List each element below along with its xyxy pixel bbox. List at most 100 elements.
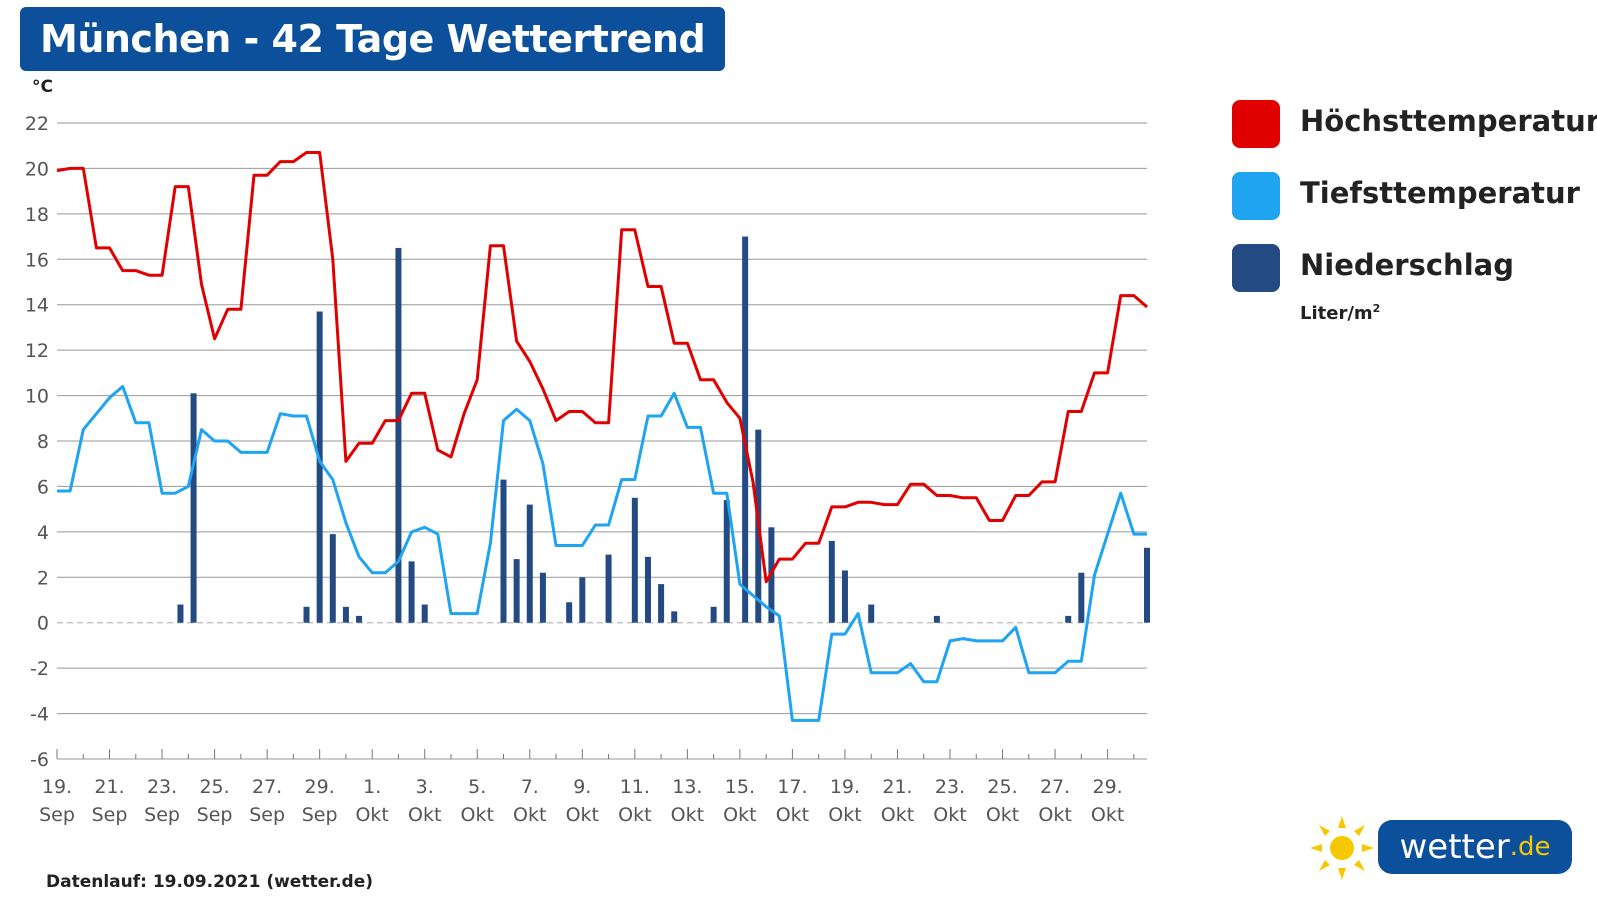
wetter-de-logo[interactable]: wetter .de xyxy=(1310,812,1590,886)
precipitation-bar xyxy=(566,602,573,623)
legend-label-min-temp: Tiefsttemperatur xyxy=(1300,176,1580,210)
x-tick-label-month: Sep xyxy=(197,804,233,826)
x-tick-label-day: 23. xyxy=(935,776,965,798)
precipitation-bar xyxy=(526,504,533,623)
y-tick-label: 6 xyxy=(37,476,49,498)
y-tick-label: 20 xyxy=(25,158,49,180)
x-tick-label-month: Okt xyxy=(355,804,388,826)
x-tick-label-day: 5. xyxy=(468,776,486,798)
x-tick-label-month: Sep xyxy=(39,804,75,826)
precipitation-bar xyxy=(342,606,349,623)
x-tick-label-month: Okt xyxy=(1038,804,1071,826)
page-title: München - 42 Tage Wettertrend xyxy=(40,17,706,61)
x-tick-label-day: 21. xyxy=(882,776,912,798)
precipitation-unit-sup: 2 xyxy=(1372,302,1381,315)
y-tick-label: -4 xyxy=(30,704,49,726)
x-tick-label-day: 13. xyxy=(672,776,702,798)
precipitation-bar xyxy=(868,604,875,623)
x-tick-label-month: Okt xyxy=(671,804,704,826)
precipitation-bar xyxy=(190,393,197,623)
precipitation-bar xyxy=(710,606,717,623)
x-tick-label-month: Okt xyxy=(618,804,651,826)
x-tick-label-month: Okt xyxy=(408,804,441,826)
x-tick-label-day: 7. xyxy=(521,776,539,798)
y-tick-label: 22 xyxy=(25,113,49,135)
precipitation-bar xyxy=(658,584,665,623)
x-tick-label-month: Okt xyxy=(461,804,494,826)
logo-tld: .de xyxy=(1509,832,1551,862)
x-tick-label-month: Okt xyxy=(723,804,756,826)
x-tick-label-day: 23. xyxy=(147,776,177,798)
x-tick-label-day: 25. xyxy=(199,776,229,798)
x-tick-label-day: 9. xyxy=(573,776,591,798)
y-tick-label: -2 xyxy=(30,658,49,680)
x-tick-label-day: 17. xyxy=(777,776,807,798)
x-tick-label-month: Okt xyxy=(828,804,861,826)
precipitation-bar xyxy=(356,615,363,623)
y-tick-label: 12 xyxy=(25,340,49,362)
logo-name: wetter xyxy=(1399,827,1510,867)
precipitation-unit: Liter/m2 xyxy=(1300,302,1380,324)
precipitation-bar xyxy=(329,534,336,623)
x-tick-label-day: 27. xyxy=(252,776,282,798)
x-tick-label-month: Okt xyxy=(881,804,914,826)
x-tick-label-day: 29. xyxy=(1092,776,1122,798)
legend-swatch-min-temp xyxy=(1232,172,1280,220)
precipitation-unit-text: Liter/m xyxy=(1300,303,1373,324)
precipitation-bar xyxy=(1065,615,1072,623)
y-tick-label: 8 xyxy=(37,431,49,453)
precipitation-bar xyxy=(828,540,835,623)
legend-label-precipitation: Niederschlag xyxy=(1300,248,1514,282)
x-tick-label-month: Sep xyxy=(302,804,338,826)
precipitation-bar xyxy=(395,247,402,623)
x-tick-label-month: Okt xyxy=(1091,804,1124,826)
precipitation-bar xyxy=(579,577,586,623)
precipitation-bar xyxy=(644,556,651,623)
y-axis-unit: °C xyxy=(32,77,53,97)
precipitation-bar xyxy=(841,570,848,623)
y-tick-label: 16 xyxy=(25,249,49,271)
precipitation-bar xyxy=(723,500,730,623)
precipitation-bar xyxy=(631,497,638,623)
y-tick-label: 0 xyxy=(37,613,49,635)
max-temperature-line xyxy=(56,151,1148,584)
x-tick-label-day: 19. xyxy=(830,776,860,798)
logo-pill: wetter .de xyxy=(1378,820,1572,874)
data-run-note: Datenlauf: 19.09.2021 (wetter.de) xyxy=(46,872,373,892)
x-tick-label-month: Sep xyxy=(92,804,128,826)
precipitation-bar xyxy=(933,615,940,623)
x-tick-label-day: 25. xyxy=(987,776,1017,798)
precipitation-bar xyxy=(1144,547,1150,623)
x-tick-label-day: 11. xyxy=(620,776,650,798)
x-tick-label-month: Okt xyxy=(776,804,809,826)
y-tick-label: 18 xyxy=(25,204,49,226)
x-tick-label-month: Okt xyxy=(513,804,546,826)
y-tick-label: 4 xyxy=(37,522,49,544)
y-tick-label: 2 xyxy=(37,567,49,589)
min-temperature-line xyxy=(57,385,1147,722)
x-tick-label-day: 27. xyxy=(1040,776,1070,798)
precipitation-bar xyxy=(671,611,678,623)
precipitation-bar xyxy=(408,561,415,623)
x-tick-label-month: Okt xyxy=(933,804,966,826)
legend-label-max-temp: Höchsttemperatur xyxy=(1300,104,1597,138)
precipitation-bar xyxy=(539,572,546,623)
x-tick-label-day: 19. xyxy=(42,776,72,798)
legend-swatch-max-temp xyxy=(1232,100,1280,148)
x-tick-label-day: 29. xyxy=(305,776,335,798)
precipitation-bar xyxy=(316,311,323,623)
y-tick-label: 14 xyxy=(25,295,49,317)
precipitation-bar xyxy=(513,559,520,623)
y-tick-label: -6 xyxy=(30,749,49,771)
precipitation-bar xyxy=(1078,572,1085,623)
precipitation-bar xyxy=(303,606,310,623)
x-tick-label-day: 1. xyxy=(363,776,381,798)
precipitation-bar xyxy=(421,604,428,623)
x-tick-label-day: 3. xyxy=(416,776,434,798)
precipitation-bar xyxy=(605,554,612,623)
x-tick-label-day: 15. xyxy=(725,776,755,798)
x-tick-label-month: Sep xyxy=(249,804,285,826)
title-banner: München - 42 Tage Wettertrend xyxy=(20,7,726,71)
x-tick-label-day: 21. xyxy=(94,776,124,798)
